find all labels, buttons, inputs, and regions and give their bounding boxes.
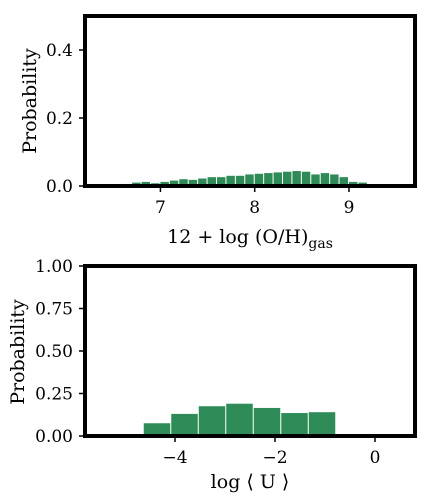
chart-1-x-axis-label-main: 12 + log (O/H)	[167, 226, 308, 248]
chart-2-x-tick-label: −4	[162, 448, 187, 468]
chart-2-bar	[308, 412, 336, 436]
chart-1-bar	[330, 174, 339, 186]
chart-1-bar	[254, 173, 264, 186]
chart-1-bar	[292, 171, 301, 186]
chart-2-bar	[198, 406, 226, 436]
chart-2-x-axis-label: log ⟨ U ⟩	[211, 471, 290, 493]
chart-1-bar	[235, 175, 245, 186]
chart-2-x-ticks: −4 −2 0	[162, 436, 380, 468]
chart-1-bar	[245, 174, 254, 186]
chart-1-bar	[217, 177, 226, 186]
chart-2: −4 −2 0 0.00 0.25 0.50 0.75 1.00 Probability l…	[7, 257, 417, 493]
chart-1-x-axis-label-subscript: gas	[308, 236, 333, 252]
chart-2-y-tick-label: 0.50	[35, 342, 73, 362]
chart-2-y-tick-label: 1.00	[35, 257, 73, 277]
chart-1-bar	[273, 172, 282, 186]
chart-1-bar	[311, 174, 320, 186]
chart-2-bar	[253, 407, 281, 436]
chart-1-bar	[179, 179, 188, 186]
chart-1-bar	[339, 177, 348, 186]
chart-1-y-tick-label: 0.0	[46, 177, 73, 197]
chart-1-bar	[188, 179, 198, 186]
chart-1-bar	[198, 178, 207, 186]
chart-2-bar	[226, 403, 253, 436]
chart-1-y-ticks: 0.0 0.2 0.4	[46, 41, 85, 197]
chart-1-bar	[160, 181, 169, 186]
chart-1-bar	[169, 180, 179, 186]
chart-2-y-tick-label: 0.75	[35, 300, 73, 320]
chart-1-y-tick-label: 0.2	[46, 109, 73, 129]
chart-2-y-ticks: 0.00 0.25 0.50 0.75 1.00	[35, 257, 85, 447]
chart-1-x-axis-label: 12 + log (O/H)gas	[167, 226, 333, 252]
chart-1-y-axis-label: Probability	[19, 48, 41, 154]
chart-2-y-tick-label: 0.25	[35, 385, 73, 405]
chart-2-x-tick-label: 0	[370, 448, 381, 468]
chart-1-frame	[83, 14, 417, 188]
chart-2-bar	[281, 413, 308, 436]
chart-1-x-tick-label: 8	[249, 198, 260, 218]
chart-2-y-tick-label: 0.00	[35, 427, 73, 447]
chart-2-y-axis-label: Probability	[7, 299, 29, 405]
chart-1-bar	[283, 171, 292, 186]
chart-1-y-tick-label: 0.4	[46, 41, 73, 61]
chart-2-bar	[143, 423, 171, 436]
chart-1-bar	[226, 175, 235, 186]
chart-1-bars	[113, 171, 386, 186]
chart-1-bar	[264, 173, 273, 186]
chart-1-bar	[141, 181, 150, 186]
chart-1-bar	[207, 177, 216, 186]
chart-1-bar	[349, 181, 358, 186]
chart-1-x-tick-label: 7	[155, 198, 166, 218]
chart-1: 7 8 9 0.0 0.2 0.4 Probability 12 + log (O/H)…	[19, 14, 417, 252]
chart-1-bar	[301, 171, 311, 186]
chart-1-bar	[320, 173, 330, 186]
chart-1-x-ticks: 7 8 9	[155, 186, 354, 218]
chart-2-x-tick-label: −2	[262, 448, 287, 468]
chart-2-bars	[116, 403, 336, 436]
chart-2-bar	[171, 413, 198, 436]
chart-1-x-tick-label: 9	[344, 198, 355, 218]
